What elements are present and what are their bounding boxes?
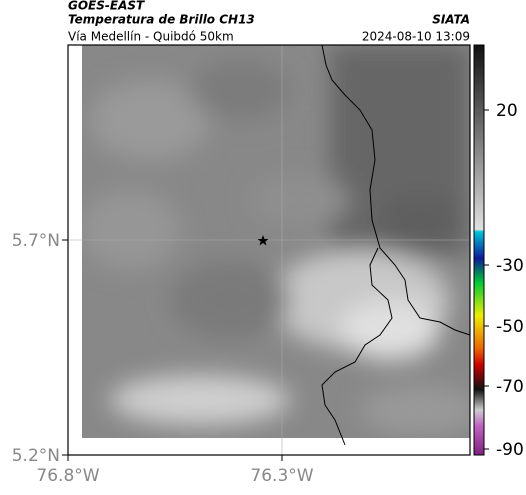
lon-label: 76.3°W	[250, 466, 313, 486]
colorbar-label: -70	[496, 377, 524, 397]
lat-label: 5.2°N	[12, 446, 60, 466]
location-marker	[257, 235, 269, 246]
colorbar-label: 20	[496, 101, 518, 121]
title: Temperatura de Brillo CH13	[68, 13, 255, 27]
colorbar-label: -50	[496, 317, 524, 337]
source: GOES-EAST	[68, 0, 145, 13]
lon-label: 76.8°W	[36, 466, 99, 486]
axis-ticks	[62, 239, 283, 461]
coastline	[321, 44, 471, 446]
map-frame	[67, 44, 471, 456]
colorbar-ticks	[484, 109, 489, 450]
lat-label: 5.7°N	[12, 231, 60, 251]
subtitle: Vía Medellín - Quibdó 50km	[68, 30, 234, 44]
agency: SIATA	[432, 13, 470, 27]
satellite-image	[82, 45, 470, 438]
graticule	[68, 45, 470, 455]
colorbar-label: -30	[496, 256, 524, 276]
datetime: 2024-08-10 13:09	[362, 30, 470, 44]
colorbar	[473, 44, 485, 456]
colorbar-label: -90	[496, 440, 524, 460]
